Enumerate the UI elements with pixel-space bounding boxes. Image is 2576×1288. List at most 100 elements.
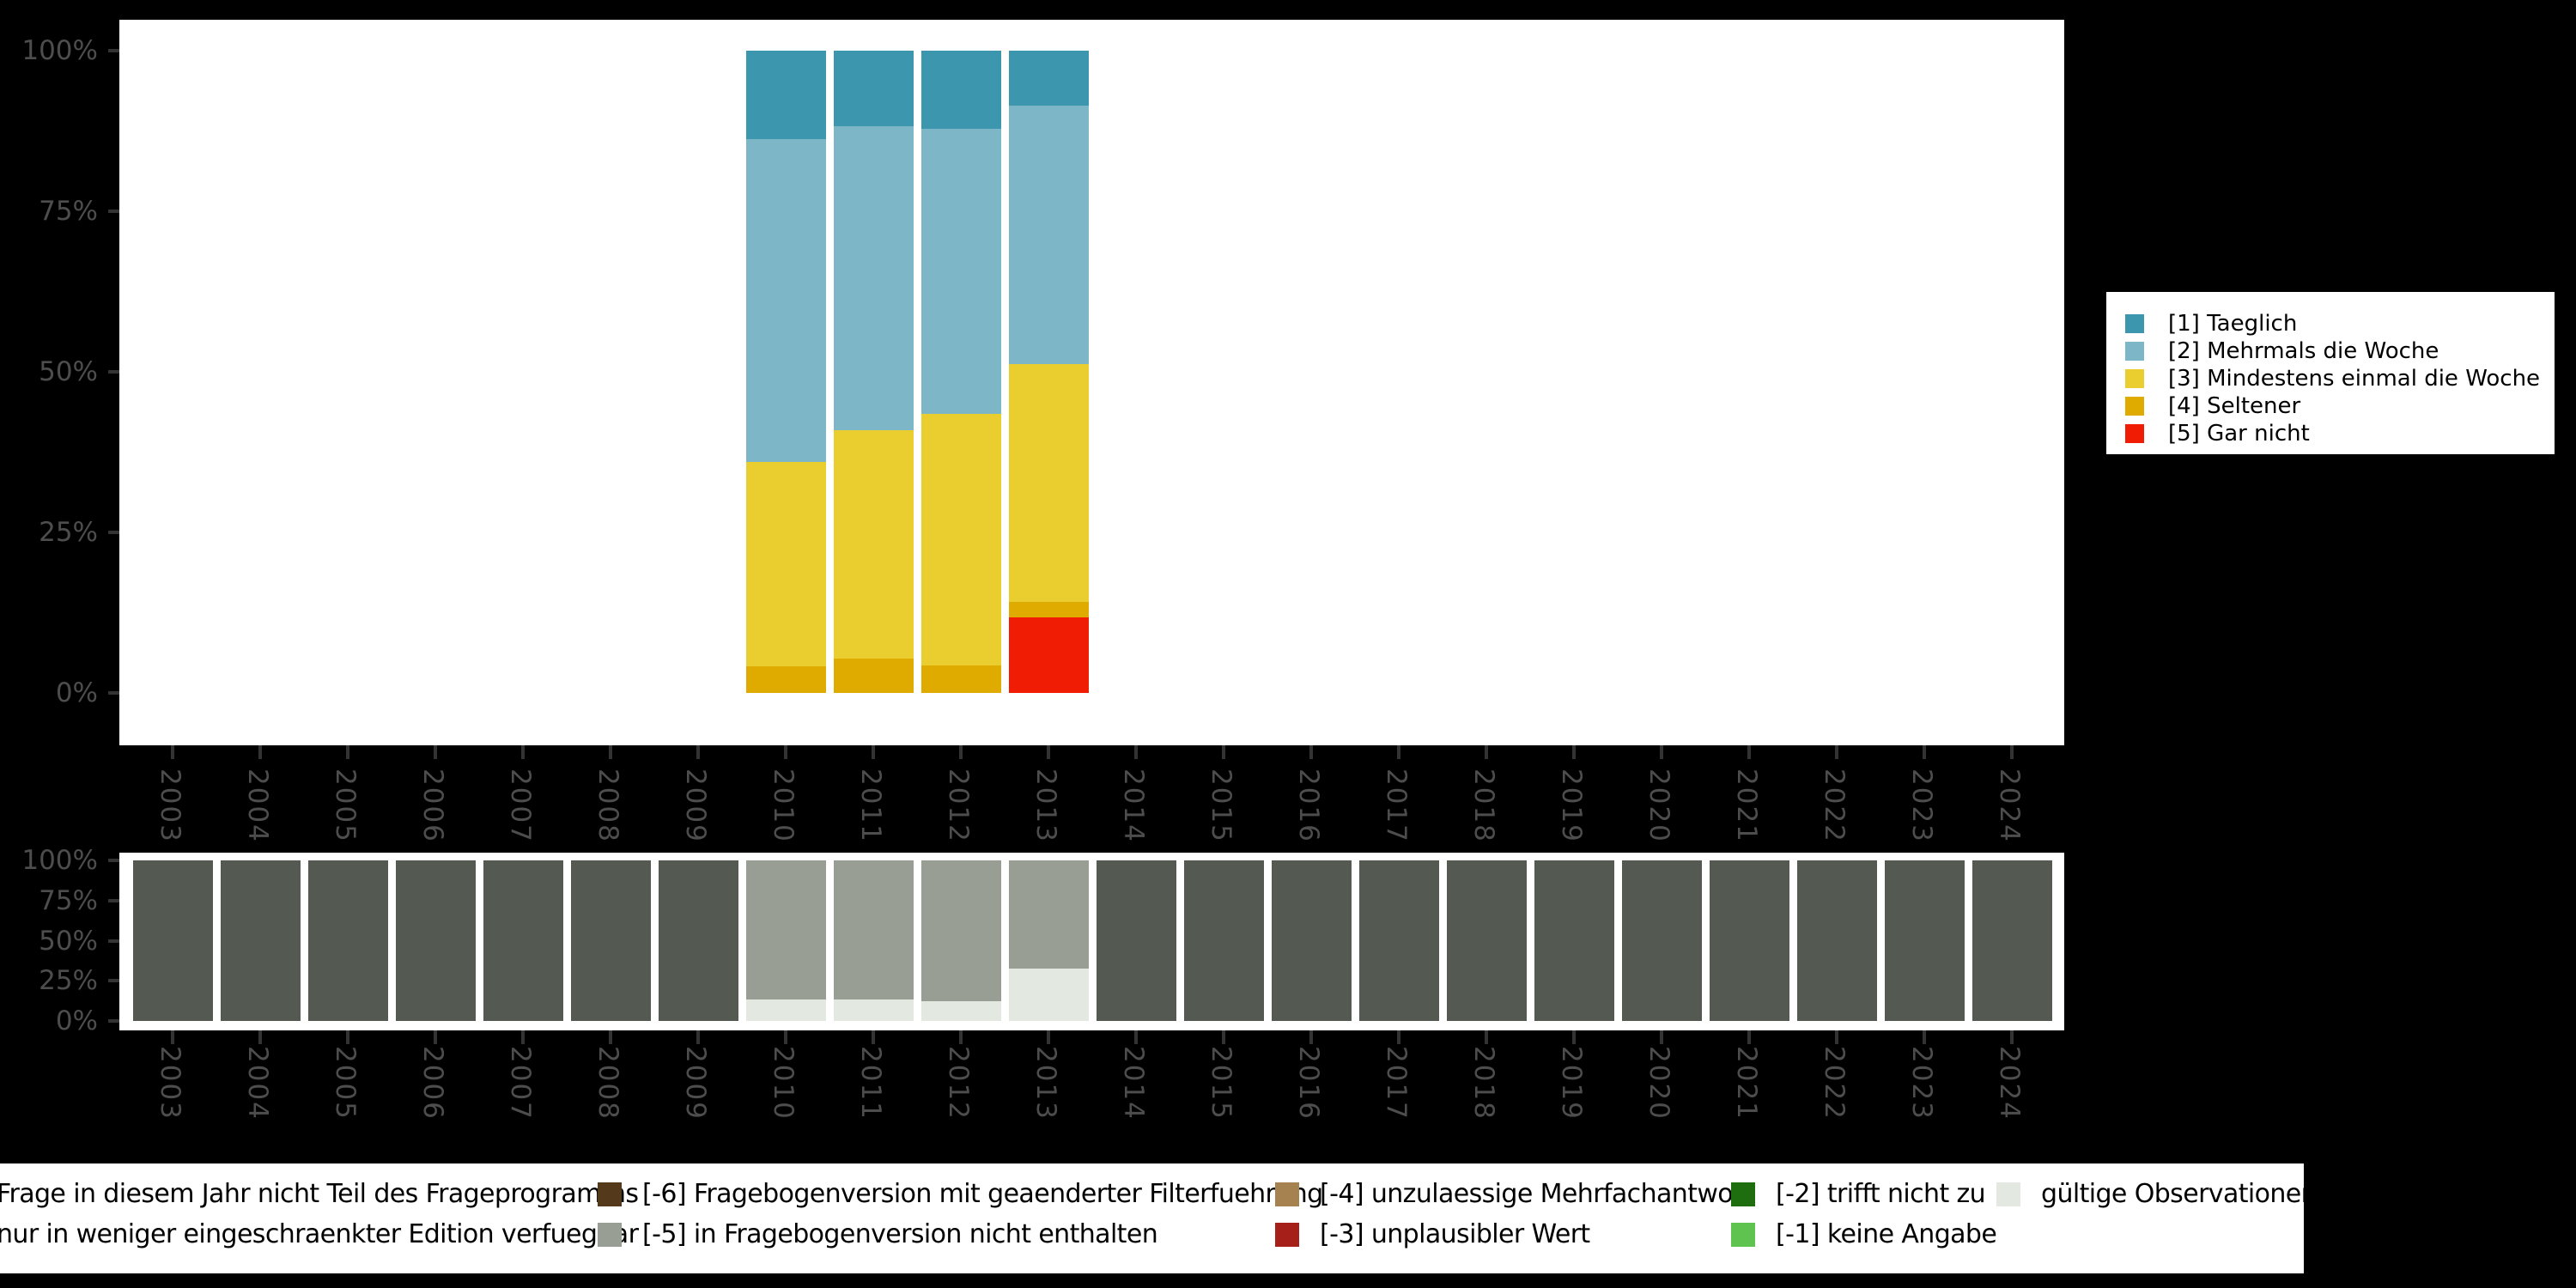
top-bar-segment-2013 (1009, 105, 1089, 365)
bottom-y-axis-tick-label: 0% (55, 1005, 98, 1036)
bottom-bar-segment-2013 (1009, 860, 1089, 969)
bottom-x-axis-tick (609, 1030, 612, 1044)
bottom-bar-segment-2019 (1534, 860, 1614, 1021)
top-x-axis-tick (1485, 745, 1488, 759)
bottom-x-axis-tick-label-2020: 2020 (1643, 1046, 1674, 1121)
bottom-y-axis-tick-label: 100% (21, 845, 98, 876)
bottom-bar-segment-2018 (1447, 860, 1527, 1021)
top-y-axis-tick (108, 370, 119, 374)
top-bar-segment-2010 (746, 139, 826, 462)
top-x-axis-tick (609, 745, 612, 759)
bottom-x-axis-tick (171, 1030, 174, 1044)
missing-legend-swatch (598, 1182, 622, 1206)
legend-item-label: [1] Taeglich (2168, 311, 2298, 337)
missing-legend-item-label: [-1] keine Angabe (1776, 1219, 1997, 1249)
missing-legend-swatch (1731, 1223, 1755, 1247)
bottom-bar-segment-2011 (834, 860, 914, 999)
bottom-x-axis-tick (1747, 1030, 1751, 1044)
top-x-axis-tick (2010, 745, 2014, 759)
frequency-panel (119, 20, 2064, 745)
bottom-bar-segment-2011 (834, 999, 914, 1021)
bottom-y-axis-tick (108, 939, 119, 943)
top-bar-segment-2012 (921, 414, 1001, 665)
bottom-x-axis-tick-label-2011: 2011 (855, 1046, 886, 1121)
bottom-x-axis-tick (1572, 1030, 1576, 1044)
top-x-axis-tick (1397, 745, 1400, 759)
top-y-axis-tick (108, 531, 119, 534)
top-x-axis-tick (1047, 745, 1050, 759)
bottom-bar-segment-2014 (1097, 860, 1176, 1021)
top-bar-segment-2011 (834, 126, 914, 431)
legend-swatch (2125, 397, 2144, 416)
top-x-axis-tick-label-2013: 2013 (1030, 769, 1061, 843)
bottom-y-axis-tick-label: 75% (39, 884, 98, 916)
top-x-axis-tick-label-2008: 2008 (592, 769, 623, 843)
top-x-axis-tick (1309, 745, 1313, 759)
top-x-axis-tick-label-2020: 2020 (1643, 769, 1674, 843)
missing-legend-swatch (1996, 1182, 2020, 1206)
bottom-x-axis-tick-label-2007: 2007 (505, 1046, 536, 1121)
bottom-x-axis-tick (1835, 1030, 1838, 1044)
bottom-x-axis-tick-label-2003: 2003 (155, 1046, 185, 1121)
bottom-x-axis-tick-label-2004: 2004 (242, 1046, 273, 1121)
top-bar-segment-2013 (1009, 51, 1089, 106)
bottom-bar-segment-2003 (133, 860, 213, 1021)
bottom-x-axis-tick (872, 1030, 875, 1044)
top-x-axis-tick-label-2009: 2009 (680, 769, 711, 843)
top-x-axis-tick (1134, 745, 1138, 759)
top-y-axis-tick-label: 50% (39, 356, 98, 387)
bottom-x-axis-tick-label-2010: 2010 (768, 1046, 799, 1121)
top-x-axis-tick (1572, 745, 1576, 759)
bottom-bar-segment-2010 (746, 999, 826, 1021)
top-x-axis-tick (872, 745, 875, 759)
bottom-x-axis-tick (959, 1030, 963, 1044)
bottom-x-axis-tick-label-2016: 2016 (1293, 1046, 1324, 1121)
top-x-axis-tick (1923, 745, 1926, 759)
top-x-axis-tick (1835, 745, 1838, 759)
bottom-x-axis-tick (521, 1030, 525, 1044)
bottom-bar-segment-2007 (483, 860, 563, 1021)
bottom-bar-segment-2010 (746, 860, 826, 999)
top-bar-segment-2010 (746, 461, 826, 666)
bottom-y-axis-tick (108, 979, 119, 983)
missing-legend-item-label: [-5] in Fragebogenversion nicht enthalte… (642, 1219, 1158, 1249)
top-y-axis-tick-label: 75% (39, 196, 98, 227)
bottom-bar-segment-2021 (1710, 860, 1789, 1021)
top-x-axis-tick-label-2003: 2003 (155, 769, 185, 843)
top-y-axis-tick-label: 100% (21, 35, 98, 66)
top-bar-segment-2012 (921, 665, 1001, 693)
bottom-x-axis-tick (1397, 1030, 1400, 1044)
top-y-axis-tick-label: 25% (39, 517, 98, 548)
missing-legend-item-label: [-6] Fragebogenversion mit geaenderter F… (642, 1179, 1323, 1209)
missing-legend-item-label: [-3] unplausibler Wert (1320, 1219, 1590, 1249)
top-x-axis-tick (696, 745, 700, 759)
bottom-x-axis-tick-label-2015: 2015 (1206, 1046, 1236, 1121)
bottom-x-axis-tick (2010, 1030, 2014, 1044)
top-bar-segment-2013 (1009, 617, 1089, 693)
top-x-axis-tick-label-2021: 2021 (1731, 769, 1762, 843)
bottom-x-axis-tick (1134, 1030, 1138, 1044)
legend-item-label: [5] Gar nicht (2168, 421, 2310, 447)
bottom-y-axis-tick-label: 50% (39, 925, 98, 957)
bottom-x-axis-tick-label-2022: 2022 (1819, 1046, 1850, 1121)
missing-values-legend: Frage in diesem Jahr nicht Teil des Frag… (0, 1163, 2304, 1273)
top-x-axis-tick-label-2022: 2022 (1819, 769, 1850, 843)
bottom-x-axis-tick-label-2006: 2006 (417, 1046, 448, 1121)
missing-legend-swatch (1731, 1182, 1755, 1206)
top-x-axis-tick (434, 745, 437, 759)
top-x-axis-tick-label-2024: 2024 (1994, 769, 2025, 843)
top-bar-segment-2013 (1009, 601, 1089, 617)
top-y-axis-tick (108, 210, 119, 213)
bottom-x-axis-tick (696, 1030, 700, 1044)
top-x-axis-tick (1660, 745, 1663, 759)
bottom-x-axis-tick (1485, 1030, 1488, 1044)
legend-item-label: [3] Mindestens einmal die Woche (2168, 366, 2541, 392)
bottom-bar-segment-2008 (571, 860, 651, 1021)
bottom-x-axis-tick-label-2021: 2021 (1731, 1046, 1762, 1121)
top-x-axis-tick (1222, 745, 1225, 759)
top-x-axis-tick (784, 745, 787, 759)
top-y-axis-tick (108, 691, 119, 695)
bottom-x-axis-tick (784, 1030, 787, 1044)
legend-item-label: [2] Mehrmals die Woche (2168, 338, 2439, 364)
top-x-axis-tick-label-2017: 2017 (1381, 769, 1412, 843)
